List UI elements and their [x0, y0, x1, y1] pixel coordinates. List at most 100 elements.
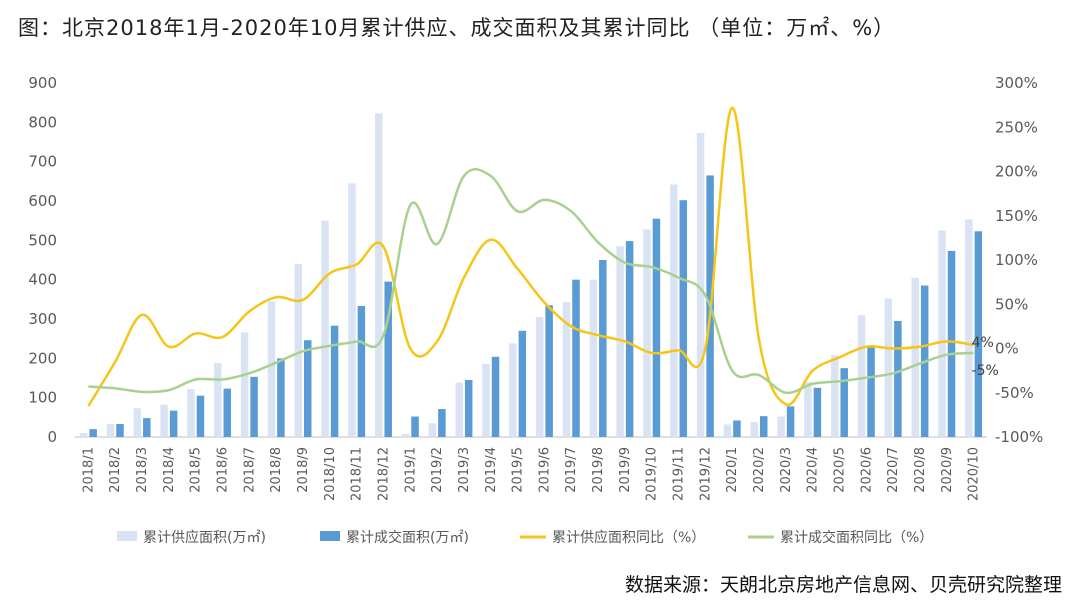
x-tick-label: 2018/8 — [269, 447, 284, 493]
legend-label: 累计供应面积同比（%） — [552, 529, 705, 546]
legend-swatch — [117, 531, 137, 541]
deal-bar — [760, 416, 768, 437]
deal-bar — [894, 320, 902, 437]
deal-bar — [545, 305, 553, 437]
y-right-tick-label: -50% — [995, 384, 1034, 402]
legend-label: 累计成交面积(万㎡) — [346, 529, 469, 546]
y-left-tick-label: 500 — [28, 231, 57, 249]
legend-swatch — [320, 531, 340, 541]
deal-bar — [169, 410, 178, 437]
y-left-tick-label: 600 — [28, 192, 57, 210]
supply-bar — [348, 183, 356, 437]
x-tick-label: 2018/5 — [189, 447, 204, 493]
y-left-tick-label: 300 — [28, 310, 57, 328]
y-left-tick-label: 400 — [28, 271, 57, 289]
y-right-tick-label: 50% — [995, 295, 1028, 313]
x-tick-label: 2019/5 — [511, 447, 526, 493]
supply-bar — [777, 416, 785, 437]
deal-bar — [143, 418, 151, 437]
supply-bar — [482, 363, 490, 437]
deal-bar — [947, 250, 956, 437]
supply-bar — [160, 404, 168, 437]
lines — [87, 106, 974, 407]
deal-bar — [974, 231, 983, 437]
supply-bar — [723, 424, 732, 437]
deal-bar — [411, 416, 419, 437]
supply-bar — [830, 355, 839, 437]
deal-bar — [330, 325, 339, 437]
y-left-tick-label: 700 — [28, 153, 57, 171]
x-tick-label: 2019/9 — [618, 447, 633, 493]
y-left-tick-label: 100 — [28, 389, 57, 407]
deal-bar — [196, 395, 205, 437]
supply-bar — [535, 317, 544, 437]
y-right-tick-label: 150% — [995, 207, 1038, 225]
data-label: 4% — [972, 335, 994, 351]
supply-bar — [857, 315, 866, 437]
supply-bar — [804, 381, 812, 437]
x-tick-label: 2019/4 — [484, 447, 499, 493]
deal-bar — [277, 358, 285, 437]
y-left-tick-label: 800 — [28, 113, 57, 131]
supply-bar — [133, 408, 142, 437]
y-right-tick-label: 300% — [995, 74, 1038, 92]
deal-bar — [304, 340, 312, 437]
deal-bar — [840, 368, 848, 437]
source-note: 数据来源：天朗北京房地产信息网、贝壳研究院整理 — [624, 574, 1062, 596]
deal-bar — [89, 429, 97, 437]
supply-bar — [214, 363, 222, 437]
y-left-tick-label: 200 — [28, 349, 57, 367]
x-tick-label: 2018/10 — [323, 447, 338, 501]
deal-bar — [518, 330, 527, 437]
x-tick-label: 2018/6 — [216, 447, 231, 493]
x-tick-label: 2020/8 — [913, 447, 928, 493]
supply-bar — [267, 301, 276, 437]
x-tick-label: 2019/2 — [430, 447, 445, 493]
deal-bar — [223, 388, 232, 437]
y-right-tick-label: 250% — [995, 118, 1038, 136]
y-right-tick-label: 0% — [995, 340, 1019, 358]
deal-bar — [250, 376, 258, 437]
supply-bar — [374, 113, 383, 437]
supply-bar — [455, 382, 463, 437]
deal-bar — [652, 218, 661, 437]
supply-bar — [884, 298, 893, 437]
deal-bar — [625, 241, 634, 437]
x-tick-label: 2018/3 — [135, 447, 150, 493]
y-right-tick-label: 200% — [995, 163, 1038, 181]
supply-bar — [616, 246, 624, 437]
deal-bar — [679, 200, 688, 437]
chart-title: 图：北京2018年1月-2020年10月累计供应、成交面积及其累计同比 （单位：… — [18, 16, 896, 40]
supply-bar — [294, 263, 302, 437]
y-left-tick-label: 0 — [47, 428, 57, 446]
x-tick-label: 2018/2 — [108, 447, 123, 493]
supply-bar — [562, 302, 571, 437]
x-tick-label: 2019/7 — [564, 447, 579, 493]
x-tick-label: 2019/6 — [537, 447, 552, 493]
supply-bar — [321, 220, 329, 437]
supply-bar — [938, 230, 946, 437]
x-tick-label: 2020/7 — [886, 447, 901, 493]
bars — [79, 113, 983, 437]
supply-bar — [428, 423, 437, 437]
annotations: 4% -5% — [972, 335, 999, 379]
x-tick-label: 2019/1 — [403, 447, 418, 493]
supply-bar — [670, 184, 678, 437]
data-label: -5% — [972, 363, 999, 379]
axes: 0 100 200 300 400 500 600 700 800 900 -100% -50% 0% 5… — [28, 74, 1043, 501]
x-tick-label: 2018/11 — [350, 447, 365, 501]
x-tick-label: 2020/9 — [940, 447, 955, 493]
x-tick-label: 2020/3 — [779, 447, 794, 493]
deal-bar — [357, 306, 366, 437]
supply-bar — [911, 277, 919, 437]
x-tick-label: 2019/10 — [645, 447, 660, 501]
supply-bar — [509, 343, 517, 437]
deal-bar — [813, 387, 822, 437]
deal-bar — [786, 406, 795, 437]
deal-bar — [572, 279, 580, 437]
deal-bar — [599, 260, 607, 437]
supply-bar — [79, 433, 88, 437]
supply-bar — [696, 132, 705, 437]
deal-bar — [733, 420, 741, 437]
